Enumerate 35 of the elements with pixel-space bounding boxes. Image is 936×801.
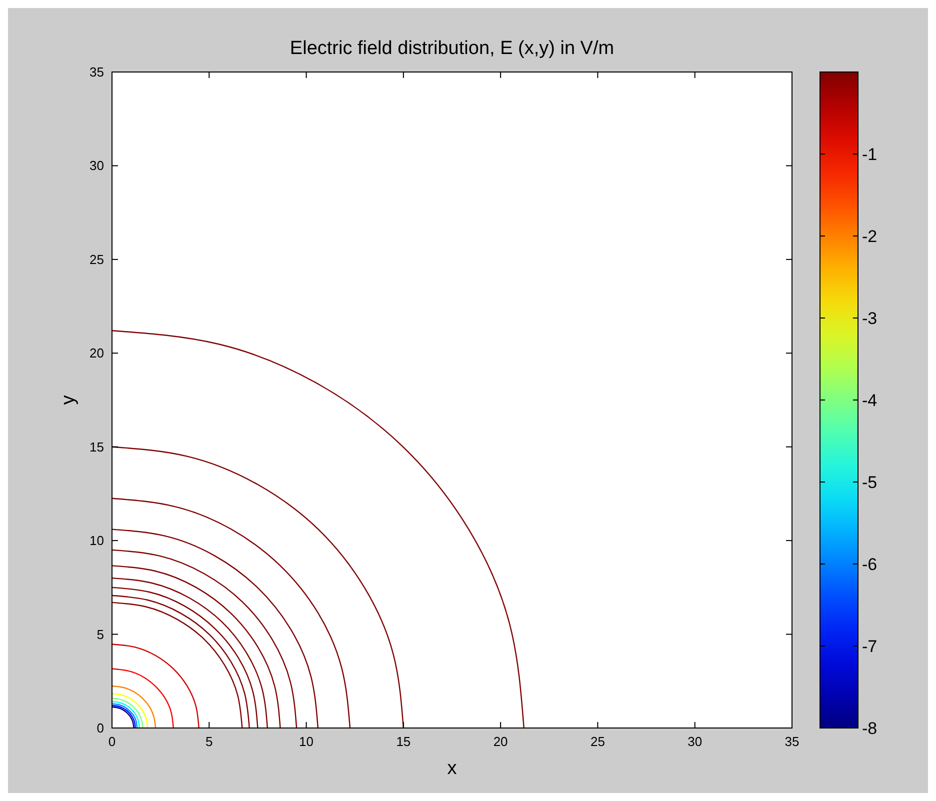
y-tick-label: 0: [96, 720, 104, 736]
line-series: [112, 498, 351, 728]
chart-title: Electric field distribution, E (x,y) in V/m: [290, 38, 614, 59]
y-tick-label: 20: [90, 346, 104, 361]
x-tick-label: 20: [493, 734, 508, 749]
color-bar-label: -1: [862, 145, 878, 164]
x-tick-label: 35: [784, 734, 800, 749]
x-axis-title: x: [447, 758, 458, 779]
line-series: [112, 644, 200, 728]
y-tick-label: 5: [96, 626, 104, 642]
x-tick-label: 25: [590, 734, 605, 749]
color-bar-label: -7: [862, 637, 878, 656]
x-tick-label: 15: [396, 734, 411, 749]
color-bar-label: -2: [862, 227, 878, 246]
x-tick-label: 5: [206, 734, 213, 749]
color-bar-label: -4: [862, 391, 878, 410]
color-bar-label: -8: [862, 719, 878, 738]
color-bar-label: -3: [862, 309, 878, 328]
x-tick-label: 10: [299, 734, 314, 749]
x-tick-label: 0: [108, 734, 116, 749]
y-axis-title: y: [58, 394, 79, 405]
y-tick-label: 25: [90, 252, 104, 267]
x-tick-label: 30: [688, 734, 702, 749]
color-bar-label: -5: [862, 473, 878, 492]
color-bar-label: -6: [862, 555, 878, 574]
y-tick-label: 30: [90, 158, 104, 174]
line-series: [112, 330, 524, 728]
line-series: [112, 668, 174, 728]
line-series: [112, 685, 156, 728]
y-tick-label: 10: [90, 533, 104, 548]
y-tick-label: 15: [90, 439, 104, 454]
line-series: [112, 693, 148, 728]
y-tick-label: 35: [90, 64, 104, 80]
line-series: [112, 549, 298, 728]
line-series: [112, 528, 319, 728]
